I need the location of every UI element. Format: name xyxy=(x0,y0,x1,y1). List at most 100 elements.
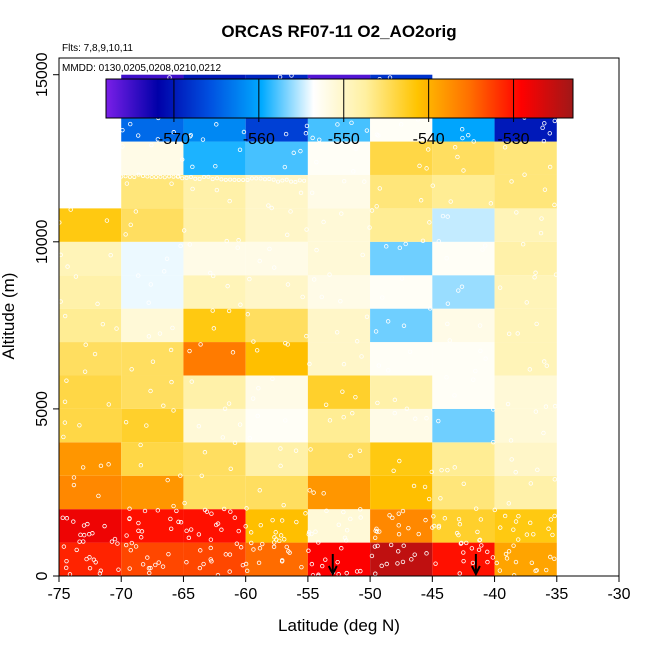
observation-point xyxy=(461,168,466,173)
heatmap-cell xyxy=(245,475,308,510)
heatmap-cell xyxy=(494,375,557,409)
observation-point xyxy=(227,569,232,574)
observation-point xyxy=(288,209,293,214)
heatmap-cell xyxy=(432,174,495,209)
observation-point xyxy=(341,361,347,367)
observation-point xyxy=(209,511,214,516)
observation-point xyxy=(445,321,450,327)
observation-point xyxy=(61,434,66,440)
heatmap-cell xyxy=(370,509,433,543)
observation-point xyxy=(492,507,497,513)
observation-point xyxy=(138,535,144,540)
heatmap-cell xyxy=(183,141,246,175)
observation-point xyxy=(533,270,538,275)
heatmap-cell xyxy=(370,408,433,443)
observation-point xyxy=(480,247,485,252)
x-tick-label: -75 xyxy=(47,586,70,603)
observation-point xyxy=(426,496,432,502)
observation-point xyxy=(452,393,457,398)
colorbar-tick-label: -540 xyxy=(413,131,445,148)
observation-point xyxy=(399,276,405,281)
observation-point xyxy=(304,333,309,339)
observation-point xyxy=(547,131,552,136)
observation-point xyxy=(129,540,135,546)
observation-point xyxy=(306,532,311,537)
observation-point xyxy=(234,541,240,546)
observation-point xyxy=(209,559,214,564)
observation-point xyxy=(309,190,315,196)
observation-point xyxy=(351,169,356,174)
observation-point xyxy=(145,174,150,179)
plot-frame xyxy=(58,57,620,577)
observation-point xyxy=(184,175,189,180)
observation-point xyxy=(399,122,404,127)
observation-point xyxy=(83,342,88,347)
observation-point xyxy=(251,339,256,344)
heatmap-cell xyxy=(432,141,495,175)
observation-point xyxy=(514,210,519,215)
observation-point xyxy=(360,252,365,258)
observation-point xyxy=(274,537,279,542)
observation-point xyxy=(136,520,141,526)
observation-point xyxy=(317,137,322,143)
observation-point xyxy=(256,385,261,391)
observation-point xyxy=(237,422,243,427)
observation-point xyxy=(409,557,414,562)
observation-point xyxy=(374,526,379,531)
observation-point xyxy=(506,549,512,554)
observation-point xyxy=(506,501,512,506)
observation-point xyxy=(78,532,83,538)
observation-point xyxy=(397,458,402,464)
heatmap-cell xyxy=(307,275,371,309)
heatmap-cell xyxy=(432,475,495,510)
observation-point xyxy=(148,565,153,571)
observation-point xyxy=(64,378,69,383)
heatmap-cell xyxy=(432,342,495,376)
observation-point xyxy=(384,244,389,249)
observation-point xyxy=(119,174,124,179)
observation-point xyxy=(420,238,426,243)
observation-point xyxy=(230,350,236,355)
observation-point xyxy=(306,548,311,553)
observation-point xyxy=(129,367,134,372)
heatmap-cell xyxy=(494,475,557,510)
observation-point xyxy=(310,135,315,141)
observation-point xyxy=(422,484,428,490)
heatmap-cell xyxy=(245,342,308,376)
observation-point xyxy=(182,500,187,506)
observation-point xyxy=(497,285,503,290)
observation-point xyxy=(138,463,144,468)
observation-point xyxy=(210,308,215,313)
heatmap-cell xyxy=(494,174,557,209)
heatmap-cell xyxy=(307,475,371,510)
observation-point xyxy=(262,177,267,182)
observation-point xyxy=(120,127,125,133)
observation-point xyxy=(550,532,555,538)
heatmap-cell xyxy=(370,542,433,576)
observation-point xyxy=(236,528,241,534)
observation-point xyxy=(364,314,370,319)
observation-point xyxy=(280,558,285,563)
observation-point xyxy=(289,73,294,78)
observation-point xyxy=(114,326,119,331)
observation-point xyxy=(178,520,184,525)
heatmap-cell xyxy=(307,542,371,576)
observation-point xyxy=(164,256,170,261)
observation-point xyxy=(244,568,250,574)
observation-point xyxy=(282,537,287,542)
heatmap-cell xyxy=(183,342,246,376)
observation-point xyxy=(529,560,535,565)
observation-point xyxy=(516,537,521,542)
observation-point xyxy=(243,561,249,567)
x-tick-label: -30 xyxy=(607,586,630,603)
observation-point xyxy=(535,467,540,473)
observation-point xyxy=(223,552,229,557)
y-axis-label: Altitude (m) xyxy=(0,273,18,360)
observation-point xyxy=(254,176,259,181)
observation-point xyxy=(223,177,228,182)
x-tick-label: -55 xyxy=(296,586,319,603)
observation-point xyxy=(109,539,115,544)
observation-point xyxy=(267,246,272,252)
observation-point xyxy=(374,204,379,209)
observation-point xyxy=(422,135,428,140)
